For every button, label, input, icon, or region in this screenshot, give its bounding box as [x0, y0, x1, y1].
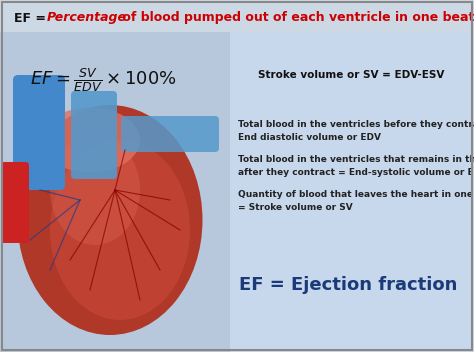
- Text: = Stroke volume or SV: = Stroke volume or SV: [238, 203, 353, 212]
- Text: Quantity of blood that leaves the heart in one contraction: Quantity of blood that leaves the heart …: [238, 190, 474, 199]
- Text: Stroke volume or SV = EDV-ESV: Stroke volume or SV = EDV-ESV: [258, 70, 444, 80]
- Text: Total blood in the ventricles before they contract =: Total blood in the ventricles before the…: [238, 120, 474, 129]
- Ellipse shape: [18, 105, 202, 335]
- FancyBboxPatch shape: [71, 91, 117, 179]
- FancyBboxPatch shape: [121, 116, 219, 152]
- Text: Total blood in the ventricles that remains in the heart: Total blood in the ventricles that remai…: [238, 155, 474, 164]
- Ellipse shape: [50, 135, 140, 245]
- Text: after they contract = End-systolic volume or ESV.: after they contract = End-systolic volum…: [238, 168, 474, 177]
- Text: EF = Ejection fraction: EF = Ejection fraction: [239, 276, 457, 294]
- Text: $EF = \frac{SV}{EDV} \times 100\%$: $EF = \frac{SV}{EDV} \times 100\%$: [30, 66, 177, 94]
- Polygon shape: [0, 0, 474, 32]
- Polygon shape: [230, 32, 474, 352]
- Text: End diastolic volume or EDV: End diastolic volume or EDV: [238, 133, 381, 142]
- Polygon shape: [0, 32, 230, 352]
- Ellipse shape: [40, 107, 140, 172]
- FancyBboxPatch shape: [1, 162, 29, 243]
- Text: EF =: EF =: [14, 12, 50, 25]
- FancyBboxPatch shape: [13, 75, 65, 190]
- Ellipse shape: [50, 140, 190, 320]
- Text: Percentage: Percentage: [47, 12, 127, 25]
- Text: of blood pumped out of each ventricle in one beat: of blood pumped out of each ventricle in…: [118, 12, 474, 25]
